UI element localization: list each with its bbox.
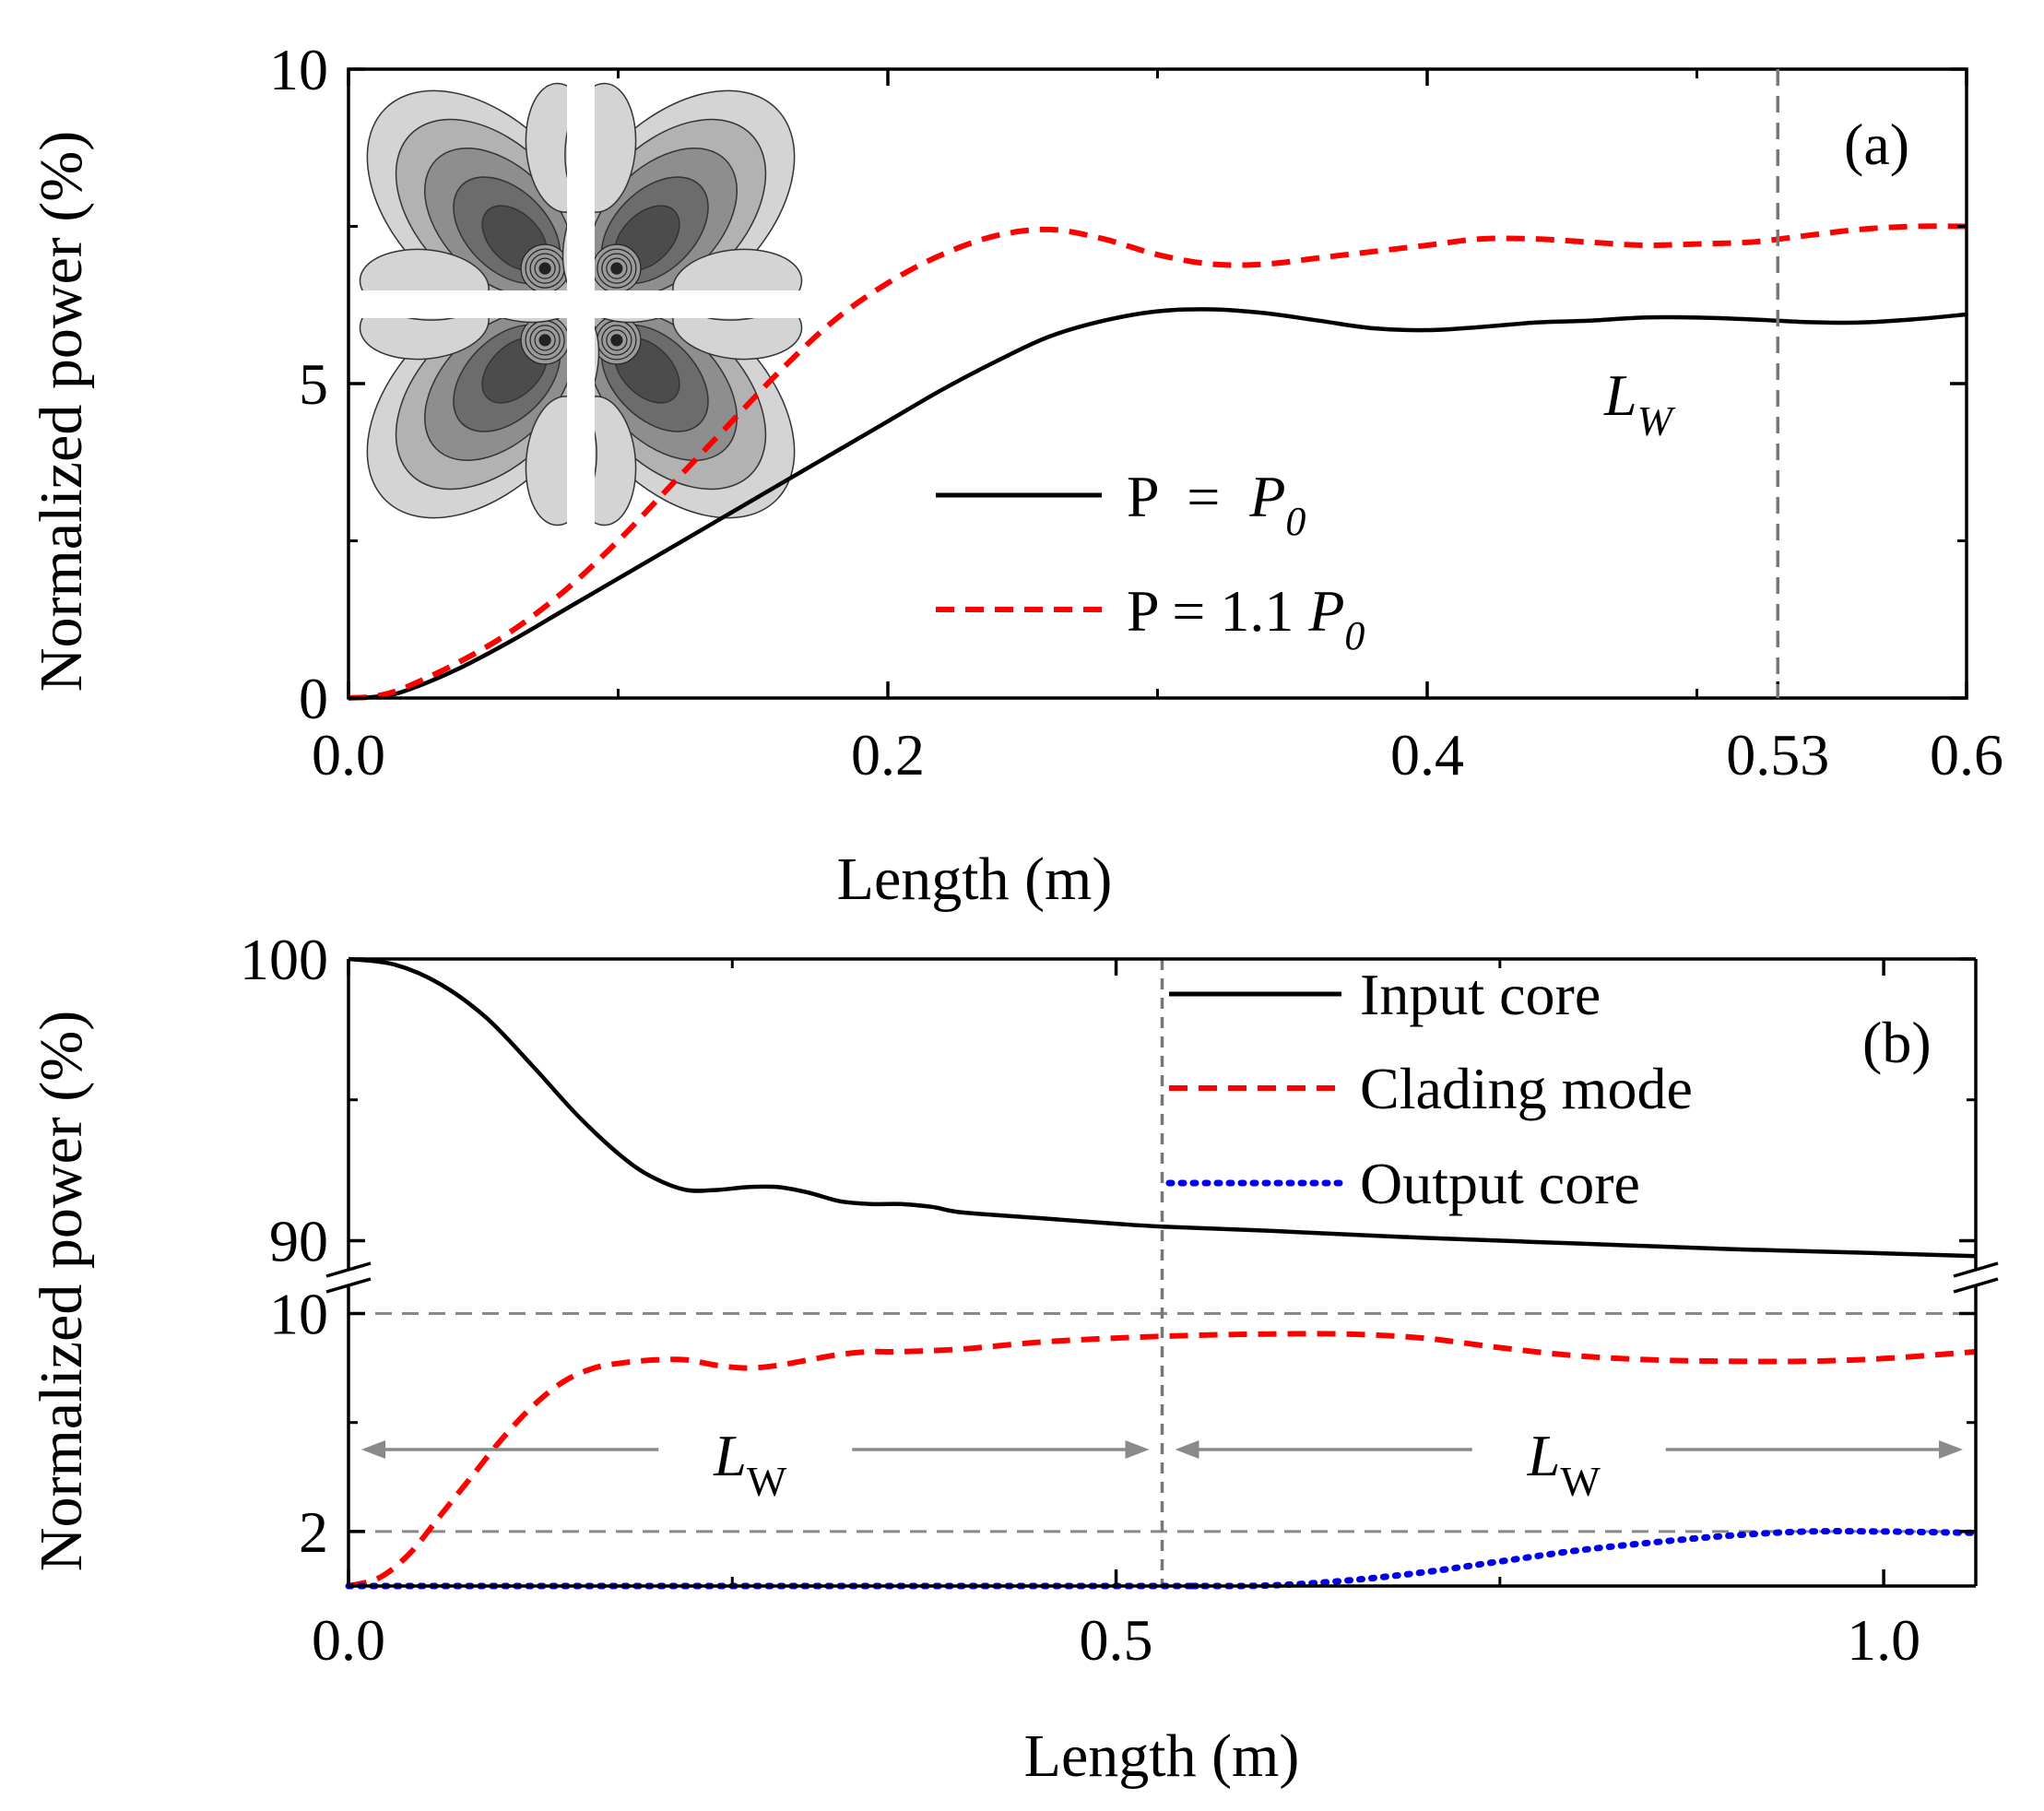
legend-label-clading-mode: Clading mode [1360, 1056, 1693, 1121]
lw-letter: L [1603, 362, 1637, 428]
panel-b-ticks [347, 957, 1976, 1586]
series-input-core [348, 956, 1977, 1259]
panel-a-label: (a) [1844, 112, 1909, 177]
legend-label-input-core: Input core [1360, 962, 1601, 1027]
panel-a-y-axis-title: Normalized power (%) [28, 131, 95, 692]
series-a-p0 [348, 307, 1967, 701]
x-tick-label: 0.0 [312, 722, 385, 787]
x-tick-label: 0.6 [1930, 722, 2003, 787]
panel-a-tick-labels: 0.0 0.2 0.4 0.53 0.6 0 5 10 [269, 37, 2003, 787]
x-tick-label: 1.0 [1847, 1607, 1920, 1673]
panel-a-lw-label: LW [1603, 362, 1676, 444]
series-output-core [345, 1528, 1979, 1590]
panel-b-reference-lines [349, 959, 1976, 1586]
series-a-1p1p0 [348, 223, 1967, 701]
axis-break-mark [1953, 1277, 1999, 1294]
y-tick-label: 5 [299, 351, 328, 417]
legend-label-p0: P = P0 [1127, 464, 1306, 544]
panel-b-legend: Input core Clading mode Output core [1165, 962, 1693, 1216]
y-tick-label: 0 [299, 666, 328, 731]
panel-b-x-axis-title: Length (m) [1024, 1722, 1300, 1790]
inset-node-ring [610, 334, 623, 347]
legend-label-1p1p0: P = 1.1 P0 [1127, 578, 1365, 658]
panel-a: 0.0 0.2 0.4 0.53 0.6 0 5 10 Length (m) Normaliz… [28, 37, 2003, 913]
y-tick-label: 10 [269, 37, 328, 102]
panel-b-y-axis-title: Normalized power (%) [28, 1011, 95, 1571]
legend-p0-text: P = [1127, 464, 1249, 529]
span-lw-subscript: W [747, 1458, 787, 1505]
y-tick-label: 100 [240, 927, 328, 992]
legend-p0-var: P [1248, 464, 1285, 529]
span-arrow-head [1175, 1440, 1199, 1459]
panel-b-series [345, 956, 1979, 1590]
x-tick-label: 0.2 [851, 722, 925, 787]
panel-a-series [348, 223, 1967, 701]
legend-1p1p0-var: P [1307, 578, 1344, 644]
panel-b-span-arrows: LW LW [361, 1423, 1963, 1505]
x-tick-label: 0.53 [1726, 722, 1829, 787]
inset-lobe [359, 82, 600, 324]
y-tick-label: 2 [299, 1499, 328, 1565]
panel-a-legend: P = P0 P = 1.1 P0 [936, 464, 1365, 658]
axis-break-mark [325, 1261, 372, 1278]
x-tick-label: 0.5 [1080, 1607, 1153, 1673]
span-lw-letter: L [713, 1423, 747, 1488]
span-arrow-head [361, 1440, 385, 1459]
legend-1p1p0-sub: 0 [1344, 613, 1365, 658]
inset-node-ring [610, 262, 623, 275]
panel-a-x-axis-title: Length (m) [837, 846, 1113, 913]
lw-subscript: W [1637, 397, 1676, 444]
panel-b-tick-labels: 0.0 0.5 1.0 90 100 2 10 [240, 927, 1920, 1673]
inset-node-ring [538, 262, 551, 275]
legend-1p1p0-text: P = 1.1 [1127, 578, 1308, 644]
y-tick-label: 90 [269, 1208, 328, 1273]
panel-b-label: (b) [1862, 1010, 1932, 1075]
span-lw-label: LW [1527, 1423, 1601, 1505]
axis-break-mark [1953, 1261, 1999, 1278]
span-lw-letter: L [1527, 1423, 1561, 1488]
legend-p0-sub: 0 [1285, 499, 1306, 544]
span-arrow-head [1939, 1440, 1963, 1459]
span-lw-label: LW [713, 1423, 787, 1505]
inset-gap-horizontal [341, 290, 821, 318]
x-tick-label: 0.4 [1390, 722, 1464, 787]
x-tick-label: 0.0 [312, 1607, 385, 1673]
mode-field-inset [341, 74, 821, 535]
panel-b-frame [325, 957, 1999, 1588]
series-clading-mode [348, 1331, 1977, 1589]
legend-label-output-core: Output core [1360, 1151, 1640, 1216]
inset-node-ring [538, 334, 551, 347]
axis-break-mark [325, 1277, 372, 1294]
span-arrow-head [1125, 1440, 1150, 1459]
span-lw-subscript: W [1560, 1458, 1601, 1505]
y-tick-label: 10 [269, 1282, 328, 1347]
